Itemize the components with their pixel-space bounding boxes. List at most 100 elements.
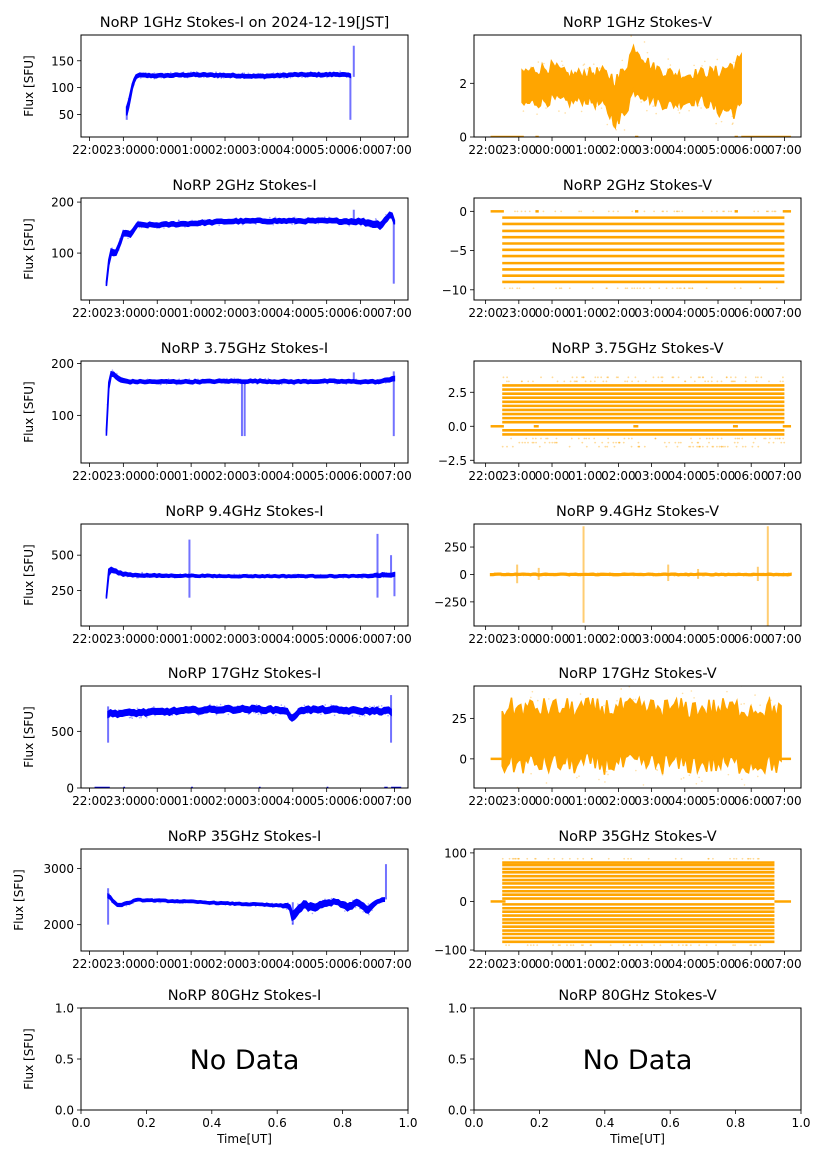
data-point	[729, 857, 731, 860]
data-point	[755, 380, 758, 383]
data-point	[536, 113, 538, 115]
data-point	[649, 287, 652, 290]
data-point	[646, 109, 648, 112]
data-point	[710, 376, 713, 379]
x-tick-label: 07:00	[377, 632, 412, 646]
data-point	[147, 76, 150, 79]
data-point	[689, 445, 692, 448]
data-point	[506, 380, 508, 383]
data-point	[514, 210, 516, 213]
data-point	[530, 944, 532, 947]
data-point	[139, 221, 141, 223]
data-point	[734, 437, 737, 440]
data-point	[690, 437, 692, 440]
data-point	[593, 437, 596, 440]
data-point	[197, 378, 199, 381]
data-point	[369, 226, 372, 228]
data-point	[552, 944, 554, 947]
data-point	[184, 226, 186, 228]
subplot-title: NoRP 80GHz Stokes-I	[168, 988, 322, 1004]
data-point	[117, 709, 120, 711]
data-point	[689, 287, 691, 290]
data-point	[165, 220, 167, 223]
subplot-title: NoRP 1GHz Stokes-V	[563, 15, 712, 31]
axes-frame	[473, 360, 802, 464]
data-point	[132, 898, 135, 901]
data-point	[707, 857, 710, 860]
data-point	[532, 441, 535, 444]
no-data-annotation: No Data	[583, 1045, 693, 1076]
data-point	[145, 71, 147, 74]
data-point	[692, 445, 695, 448]
data-point	[740, 703, 743, 705]
subplot-title: NoRP 80GHz Stokes-V	[558, 988, 716, 1004]
x-tick-label: 23:00	[502, 306, 537, 320]
data-point	[678, 210, 680, 213]
data-point	[716, 380, 719, 383]
data-point	[184, 901, 187, 904]
data-point	[677, 944, 680, 947]
x-tick-label: 06:00	[343, 306, 378, 320]
data-point	[522, 574, 525, 577]
data-point	[518, 441, 521, 444]
data-point	[646, 51, 649, 54]
data-point	[301, 76, 303, 79]
data-point	[680, 857, 683, 860]
x-tick-label: 23:00	[502, 469, 537, 483]
data-point	[110, 709, 113, 711]
data-point	[744, 380, 747, 383]
x-tick-label: 06:00	[343, 469, 378, 483]
data-point	[634, 376, 637, 379]
data-point	[226, 377, 228, 380]
x-tick-label: 04:00	[275, 469, 310, 483]
subplot-3.75ghz-v: 22:0023:0000:0001:0002:0003:0004:0005:00…	[438, 341, 802, 483]
data-point	[359, 383, 362, 386]
data-point	[716, 445, 718, 448]
data-point	[188, 225, 190, 227]
data-point	[526, 857, 529, 860]
data-point	[267, 377, 270, 380]
data-point	[653, 210, 655, 213]
data-point	[306, 577, 308, 579]
data-point	[341, 378, 344, 381]
data-point	[722, 445, 725, 448]
data-point	[705, 944, 708, 947]
data-point	[511, 857, 514, 860]
data-point	[743, 702, 745, 705]
data-point	[768, 697, 770, 699]
data-point	[569, 380, 572, 383]
data-point	[626, 287, 629, 290]
data-point	[122, 229, 125, 231]
data-point	[306, 712, 309, 715]
x-tick-label: 03:00	[634, 794, 669, 808]
data-point	[744, 376, 747, 379]
data-point	[622, 944, 625, 947]
x-tick-label: 03:00	[634, 632, 669, 646]
x-tick-label: 0.2	[530, 1116, 549, 1130]
x-tick-label: 07:00	[377, 794, 412, 808]
data-point	[631, 380, 633, 383]
data-point	[601, 441, 604, 444]
no-data-annotation: No Data	[190, 1045, 300, 1076]
data-point	[271, 906, 274, 908]
data-point	[623, 572, 626, 574]
data-point	[701, 376, 704, 379]
x-tick-label: 0.8	[333, 1116, 352, 1130]
x-tick-label: 22:00	[72, 306, 107, 320]
data-point	[349, 713, 351, 716]
x-tick-label: 05:00	[309, 469, 344, 483]
data-point	[347, 574, 350, 576]
data-point	[178, 378, 180, 380]
data-point	[234, 576, 236, 579]
axes-frame	[80, 523, 409, 627]
data-point	[765, 210, 768, 213]
data-point	[684, 574, 687, 577]
data-point	[295, 217, 298, 220]
data-point	[132, 902, 134, 905]
data-point	[330, 897, 333, 900]
plot-area	[107, 864, 387, 925]
data-point	[612, 572, 614, 575]
data-point	[246, 573, 248, 576]
data-point	[603, 704, 605, 707]
data-point	[534, 437, 537, 440]
